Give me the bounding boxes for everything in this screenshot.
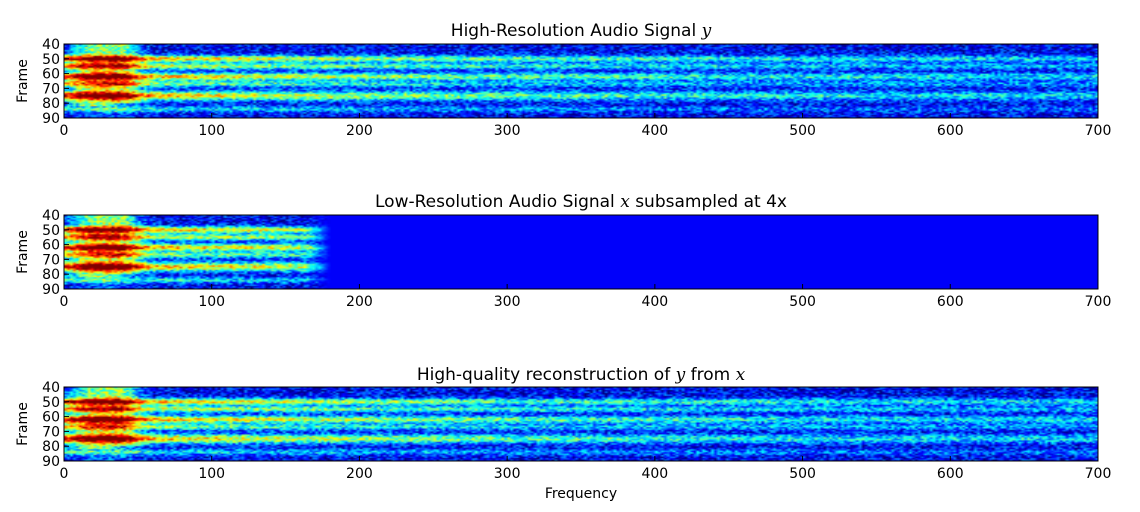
x-tick-label: 400 <box>641 294 668 310</box>
subplot-2-title: Low-Resolution Audio Signal x subsampled… <box>375 192 787 212</box>
y-tick-label: 40 <box>42 208 60 224</box>
subplot-2-ylabel: Frame <box>15 230 31 274</box>
x-tick-label: 100 <box>198 123 225 139</box>
x-tick-label: 0 <box>60 466 69 482</box>
x-tick-label: 400 <box>641 123 668 139</box>
x-tick-label: 300 <box>494 466 521 482</box>
y-tick-label: 80 <box>42 96 60 112</box>
x-tick-label: 600 <box>937 123 964 139</box>
subplot-3: High-quality reconstruction of y from x … <box>15 365 1111 502</box>
x-tick-label: 300 <box>494 123 521 139</box>
y-tick-label: 60 <box>42 238 60 254</box>
subplot-3-ylabel: Frame <box>15 402 31 446</box>
subplot-1-title: High-Resolution Audio Signal y <box>451 21 712 41</box>
x-tick-label: 200 <box>346 123 373 139</box>
x-tick-label: 0 <box>60 294 69 310</box>
subplot-2: Low-Resolution Audio Signal x subsampled… <box>15 192 1111 310</box>
title-text: High-Resolution Audio Signal <box>451 21 702 41</box>
subplot-3-title: High-quality reconstruction of y from x <box>417 365 746 385</box>
y-tick-label: 60 <box>42 67 60 83</box>
title-text: High-quality reconstruction of <box>417 365 676 385</box>
title-symbol: x <box>736 365 746 385</box>
y-tick-label: 50 <box>42 395 60 411</box>
x-tick-label: 300 <box>494 294 521 310</box>
y-tick-label: 60 <box>42 410 60 426</box>
axes-frame <box>63 386 1099 462</box>
heatmap-image <box>64 387 1098 461</box>
title-text: Low-Resolution Audio Signal <box>375 192 620 212</box>
y-tick-label: 40 <box>42 37 60 53</box>
heatmap-image <box>64 215 1098 289</box>
x-tick-label: 700 <box>1085 123 1112 139</box>
x-tick-label: 0 <box>60 123 69 139</box>
x-tick-label: 200 <box>346 294 373 310</box>
title-symbol: x <box>620 192 630 212</box>
y-tick-label: 90 <box>42 282 60 298</box>
title-symbol: y <box>675 365 686 385</box>
y-tick-label: 40 <box>42 380 60 396</box>
y-tick-label: 70 <box>42 252 60 268</box>
y-tick-label: 70 <box>42 81 60 97</box>
x-tick-label: 200 <box>346 466 373 482</box>
subplot-1: High-Resolution Audio Signal y Frame 0 10… <box>15 21 1111 139</box>
subplot-1-ylabel: Frame <box>15 59 31 103</box>
x-tick-label: 100 <box>198 294 225 310</box>
title-symbol: y <box>701 21 712 41</box>
x-tick-label: 700 <box>1085 466 1112 482</box>
y-tick-label: 90 <box>42 454 60 470</box>
y-tick-label: 70 <box>42 424 60 440</box>
y-tick-label: 80 <box>42 439 60 455</box>
y-tick-label: 80 <box>42 267 60 283</box>
x-tick-label: 600 <box>937 466 964 482</box>
x-tick-label: 500 <box>789 466 816 482</box>
y-tick-label: 50 <box>42 223 60 239</box>
x-tick-label: 500 <box>789 294 816 310</box>
title-text: subsampled at 4x <box>630 192 787 212</box>
title-text: from <box>685 365 735 385</box>
x-tick-label: 700 <box>1085 294 1112 310</box>
x-tick-label: 500 <box>789 123 816 139</box>
x-tick-label: 100 <box>198 466 225 482</box>
y-tick-label: 90 <box>42 111 60 127</box>
heatmap-image <box>64 44 1098 118</box>
y-tick-label: 50 <box>42 52 60 68</box>
axes-frame <box>63 214 1099 290</box>
x-tick-label: 600 <box>937 294 964 310</box>
axes-frame <box>63 43 1099 119</box>
x-axis-label: Frequency <box>545 486 617 502</box>
x-tick-label: 400 <box>641 466 668 482</box>
